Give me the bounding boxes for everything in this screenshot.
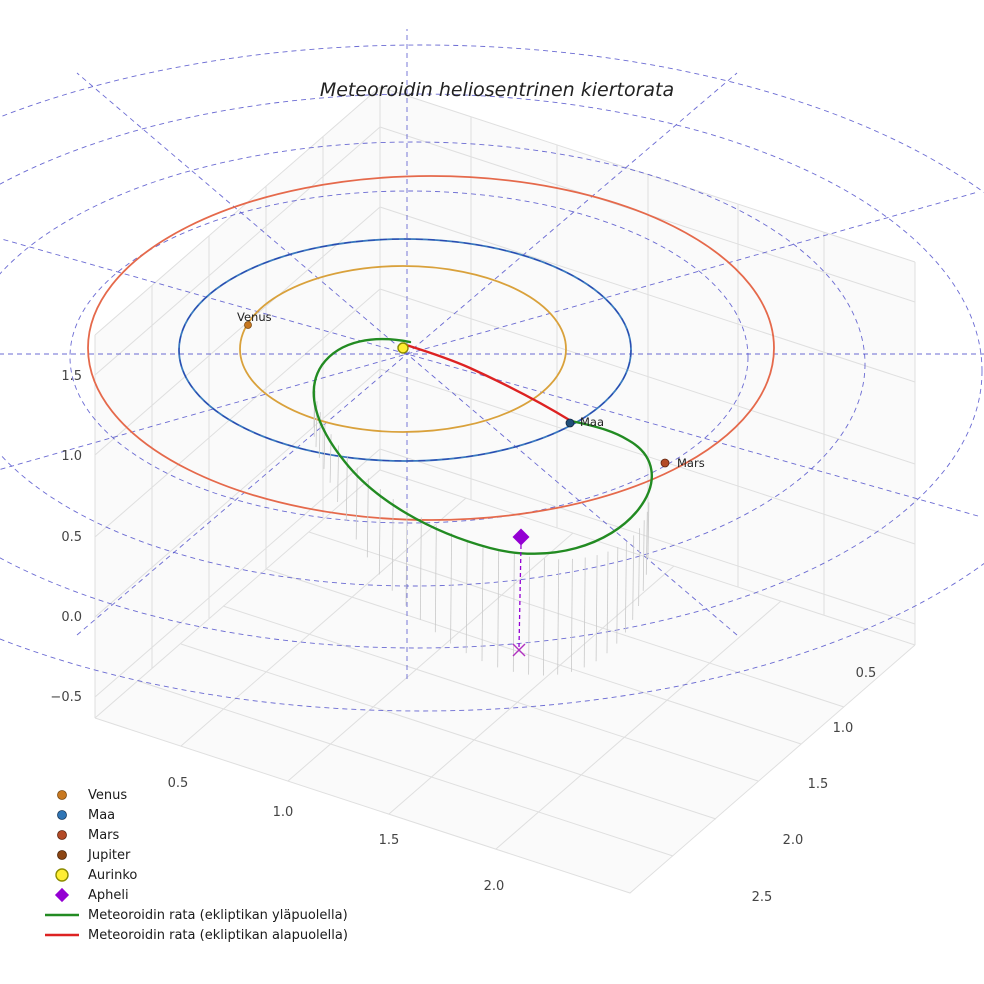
stem-line: [642, 520, 645, 591]
stem-line: [543, 558, 545, 676]
legend-marker-mars: [57, 830, 67, 840]
venus-label: Venus: [237, 310, 272, 324]
earth-orbit-dashed-overlay: [178, 238, 632, 462]
meteoroid-orbit-above-ecliptic: [312, 337, 653, 555]
stem-line: [355, 467, 358, 540]
floor-y-gridlines: [137, 531, 845, 857]
stem-line: [632, 535, 635, 620]
stem-line: [405, 508, 408, 606]
stem-line: [571, 558, 573, 672]
stem-line: [595, 555, 598, 662]
y-tick: 2.5: [752, 890, 773, 905]
legend-label-aurinko: Aurinko: [88, 868, 137, 883]
z-tick: 0.5: [61, 530, 82, 545]
legend-marker-maa: [57, 810, 67, 820]
stem-line: [528, 556, 530, 675]
legend-label-meteoroid-below: Meteoroidin rata (ekliptikan alapuolella…: [88, 928, 348, 943]
legend-marker-aurinko: [55, 868, 69, 882]
maa-label: Maa: [580, 415, 604, 429]
plot-annotations: Venus Maa Mars: [237, 310, 705, 470]
stem-line: [450, 532, 452, 644]
legend-label-venus: Venus: [88, 788, 127, 803]
aphelion-drop: [512, 544, 526, 657]
floor-x-gridlines: [180, 497, 782, 850]
stem-line: [638, 528, 640, 607]
z-tick: −0.5: [50, 690, 82, 705]
stem-line: [434, 525, 437, 633]
stem-line: [497, 550, 500, 668]
stem-line: [583, 557, 586, 668]
x-axis-ticks: 0.5 1.0 1.5 2.0: [168, 776, 505, 894]
stem-line: [645, 511, 648, 575]
legend-label-jupiter: Jupiter: [87, 848, 131, 863]
mars-marker: [660, 458, 670, 468]
y-tick: 1.5: [808, 777, 829, 792]
x-tick: 0.5: [168, 776, 189, 791]
polar-ring-2au: [0, 141, 866, 587]
aphelion-drop-line: [518, 544, 522, 648]
y-axis-ticks: 0.5 1.0 1.5 2.0 2.5: [752, 666, 877, 905]
z-axis-ticks: 1.5 1.0 0.5 0.0 −0.5: [50, 369, 82, 705]
stem-line: [616, 547, 619, 644]
z-tick: 0.0: [61, 610, 82, 625]
wall-top-edges: [94, 86, 916, 336]
stem-line: [512, 553, 515, 672]
stem-line: [647, 502, 650, 558]
aphelion-diamond-marker: [512, 528, 530, 546]
stem-line: [366, 478, 369, 558]
legend-marker-jupiter: [57, 850, 67, 860]
stem-line: [481, 545, 484, 662]
planet-orbits: [87, 175, 775, 521]
stem-line: [557, 559, 560, 675]
polar-ring-2_5au: [0, 93, 983, 649]
legend: Venus Maa Mars Jupiter Aurinko Apheli Me…: [45, 788, 348, 943]
mars-orbit: [87, 175, 775, 521]
y-tick: 0.5: [856, 666, 877, 681]
floor-edges: [94, 469, 916, 894]
legend-marker-venus: [57, 790, 67, 800]
legend-label-mars: Mars: [88, 828, 120, 843]
stem-line: [606, 551, 609, 654]
sun-marker: [397, 342, 409, 354]
chart-title: Meteoroidin heliosentrinen kiertorata: [320, 79, 674, 101]
venus-marker: [244, 321, 252, 329]
x-tick: 2.0: [484, 879, 505, 894]
legend-label-apheli: Apheli: [88, 888, 129, 903]
z-tick: 1.5: [61, 369, 82, 384]
venus-orbit: [239, 265, 567, 433]
axes-pane-grid: [94, 86, 916, 894]
stem-line: [345, 456, 348, 522]
floor-pane: [95, 470, 915, 893]
stem-line: [419, 517, 422, 620]
x-tick: 1.0: [273, 805, 294, 820]
legend-label-meteoroid-above: Meteoroidin rata (ekliptikan yläpuolella…: [88, 908, 348, 923]
y-tick: 1.0: [833, 721, 854, 736]
stem-line: [378, 488, 381, 575]
z-tick: 1.0: [61, 449, 82, 464]
x-tick: 1.5: [379, 833, 400, 848]
plot-markers: [244, 321, 670, 546]
polar-ring-3au: [0, 44, 984, 712]
polar-spokes: [0, 29, 984, 679]
y-tick: 2.0: [783, 833, 804, 848]
stem-line: [391, 498, 394, 591]
ecliptic-cross-marker: [512, 643, 526, 657]
legend-marker-apheli: [54, 887, 70, 903]
meteoroid-orbit: [312, 337, 653, 555]
stem-line: [465, 539, 468, 654]
stem-line: [625, 541, 627, 633]
wall-vertical-gridlines: [94, 87, 916, 718]
mars-label: Mars: [677, 456, 705, 470]
maa-marker: [565, 418, 575, 428]
polar-ring-1_5au: [69, 190, 749, 524]
legend-label-maa: Maa: [88, 808, 115, 823]
meteoroid-orbit-below-ecliptic: [404, 343, 573, 423]
